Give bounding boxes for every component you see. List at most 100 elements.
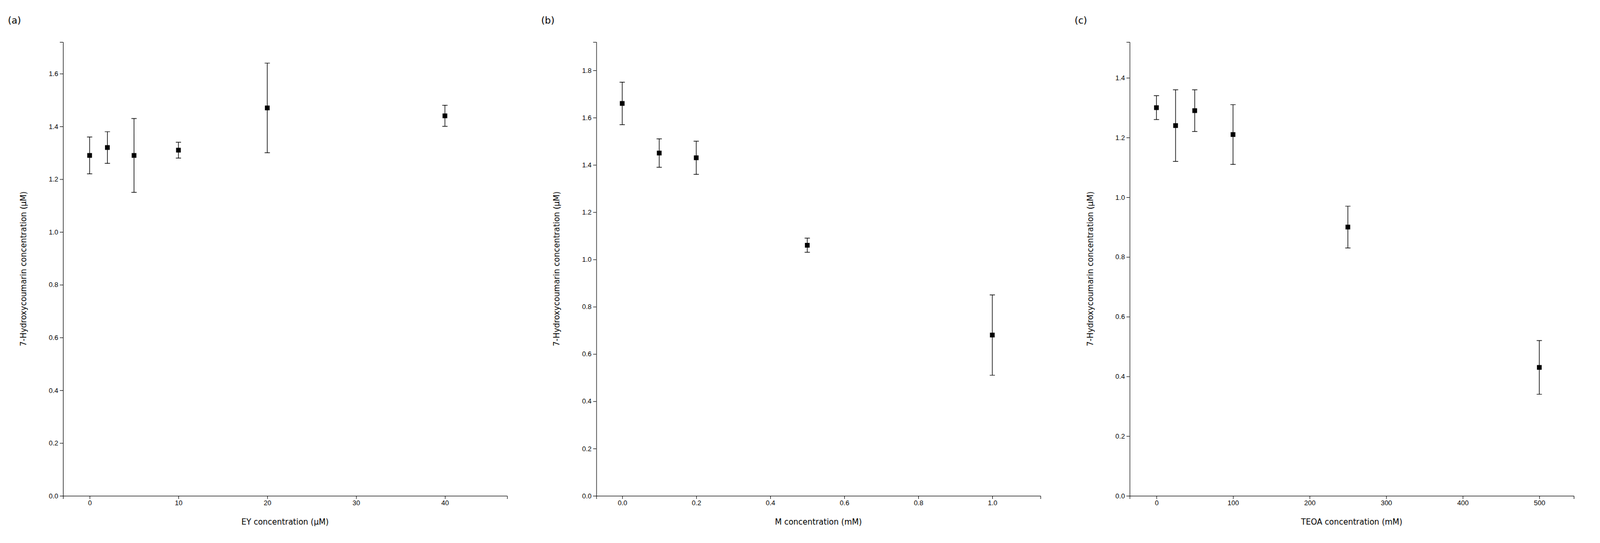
y-axis-tick: 0.0 [48,492,63,501]
y-axis-tick-label: 1.2 [48,175,59,184]
x-axis-tick: 0.0 [617,495,628,507]
y-axis-title: 7-Hydroxycoumarin concentration (μM) [552,191,562,347]
x-axis-tick: 30 [352,495,360,507]
x-axis-tick: 40 [441,495,449,507]
y-axis-tick-mark [59,126,63,127]
y-axis-tick-mark [59,231,63,233]
x-axis-tick-mark [696,495,697,500]
panel: 0102030400.00.20.40.60.81.01.21.41.6(a)E… [7,14,508,527]
x-axis-line [1129,496,1574,500]
x-axis-tick-mark [356,495,357,500]
error-bar [693,141,699,175]
error-bar [442,105,448,127]
x-axis-tick-label: 0.6 [839,499,850,507]
point [1153,105,1159,111]
y-axis-tick-label: 1.2 [581,208,592,217]
x-axis-tick: 500 [1533,495,1546,507]
error-bar [1345,206,1351,249]
y-axis-tick: 0.2 [1115,432,1130,441]
y-axis-tick: 0.4 [581,397,597,406]
x-axis-tick-label: 10 [174,499,183,507]
y-axis-tick: 1.4 [48,122,63,131]
y-axis-tick-label: 0.8 [1115,252,1126,261]
y-axis-tick-label: 0.0 [1115,492,1126,501]
error-bar [264,62,270,153]
point [989,332,995,338]
y-axis-tick: 0.6 [1115,312,1130,321]
panel-title: (a) [7,14,21,26]
panel: 0.00.20.40.60.81.00.00.20.40.60.81.01.21… [541,14,1041,527]
error-bar [989,294,995,376]
point [176,147,182,153]
y-axis-line [59,42,64,497]
error-bar [175,142,182,158]
error-bar [656,139,662,168]
error-bar [1192,89,1198,132]
y-axis-tick-label: 1.4 [1115,73,1126,82]
error-bar [1172,89,1179,162]
x-axis-tick-mark [1309,495,1311,500]
y-axis-tick-label: 1.0 [48,228,59,237]
x-axis: 0100200300400500 [1129,495,1574,507]
point [804,242,810,248]
y-axis-tick-label: 1.6 [581,113,592,122]
x-axis-tick-mark [1156,495,1158,500]
y-axis-tick-mark [59,390,63,391]
x-axis-tick-mark [89,495,91,500]
y-axis-tick: 1.0 [48,228,63,237]
error-bar [104,131,111,164]
error-bar [1536,340,1542,395]
y-axis-tick-label: 1.6 [48,69,59,78]
panel: 01002003004005000.00.20.40.60.81.01.21.4… [1074,14,1575,527]
y-axis-tick: 0.4 [48,386,63,395]
y-axis-title: 7-Hydroxycoumarin concentration (μM) [1085,191,1096,347]
x-axis-tick-mark [992,495,993,500]
y-axis-tick-mark [592,448,597,450]
y-axis-tick: 0.2 [48,439,63,448]
x-axis-tick: 1.0 [987,495,998,507]
x-axis-tick-label: 0.0 [617,499,628,507]
y-axis-tick-mark [592,401,597,402]
y-axis-tick: 0.8 [48,280,63,289]
y-axis-tick-label: 0.8 [48,280,59,289]
y-axis-tick: 1.4 [1115,73,1130,82]
y-axis-tick-label: 0.4 [581,397,592,406]
x-axis-tick: 200 [1304,495,1316,507]
x-axis-tick-label: 1.0 [987,499,998,507]
error-bar [804,238,810,253]
y-axis-tick: 1.4 [581,161,597,169]
y-axis-tick-label: 0.8 [581,302,592,311]
x-axis-tick-mark [1233,495,1234,500]
error-bar [131,118,137,193]
point [87,153,92,158]
y-axis-tick-mark [59,73,63,74]
x-axis-tick-label: 100 [1227,499,1239,507]
y-axis-tick-label: 0.6 [48,333,59,342]
plot-area [1153,89,1543,395]
y-axis-tick-mark [592,212,597,213]
y-axis-tick-label: 1.0 [581,255,592,264]
x-axis-tick: 300 [1380,495,1393,507]
y-axis-tick-mark [59,337,63,338]
point [1192,108,1197,113]
y-axis-tick: 0.8 [1115,252,1130,261]
x-axis-tick: 0 [88,495,92,507]
y-axis-line [592,42,597,497]
x-axis-tick-label: 40 [441,499,449,507]
y-axis-tick-mark [592,259,597,260]
point [1345,224,1351,230]
y-axis-tick-label: 0.2 [1115,432,1126,441]
x-axis-tick-label: 400 [1457,499,1469,507]
x-axis-tick-mark [770,495,771,500]
y-axis-tick-mark [59,284,63,286]
y-axis-tick-mark [1126,77,1130,79]
y-axis-tick-mark [59,442,63,444]
x-axis-tick-label: 200 [1304,499,1316,507]
x-axis-title: M concentration (mM) [775,517,863,527]
x-axis-tick-label: 300 [1380,499,1393,507]
y-axis-tick-label: 0.4 [1115,372,1126,381]
x-axis-tick-mark [918,495,919,500]
point [657,150,662,156]
x-axis-line [63,496,508,500]
point [1230,132,1236,137]
